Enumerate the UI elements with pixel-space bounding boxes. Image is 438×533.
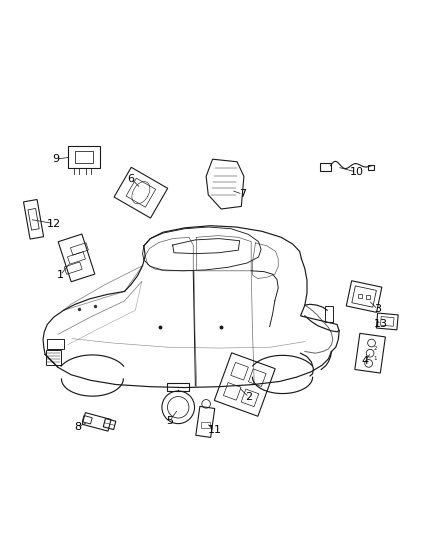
Text: 11: 11 — [208, 425, 222, 434]
Text: 2: 2 — [374, 345, 377, 351]
Text: 7: 7 — [239, 189, 246, 199]
Text: 3: 3 — [374, 304, 381, 314]
Text: 12: 12 — [47, 219, 61, 229]
Text: 1: 1 — [374, 356, 377, 361]
Text: 13: 13 — [374, 319, 388, 329]
Text: 2: 2 — [245, 392, 253, 402]
Text: 4: 4 — [361, 356, 368, 366]
Text: 10: 10 — [350, 167, 364, 177]
Text: 5: 5 — [166, 416, 173, 426]
Text: 1: 1 — [57, 270, 64, 280]
Text: 6: 6 — [127, 174, 134, 183]
Text: 9: 9 — [52, 154, 60, 164]
Text: 8: 8 — [74, 423, 81, 432]
